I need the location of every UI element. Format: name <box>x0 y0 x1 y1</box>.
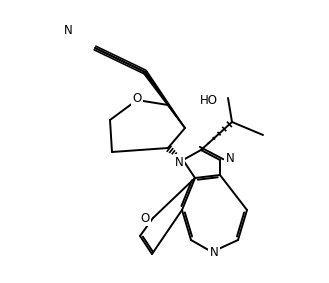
Text: N: N <box>226 151 234 164</box>
Text: HO: HO <box>200 93 218 106</box>
Text: O: O <box>132 91 141 104</box>
Text: N: N <box>210 246 218 260</box>
Text: N: N <box>175 155 183 168</box>
Text: N: N <box>63 23 72 37</box>
Text: O: O <box>140 211 150 224</box>
Polygon shape <box>143 71 185 128</box>
